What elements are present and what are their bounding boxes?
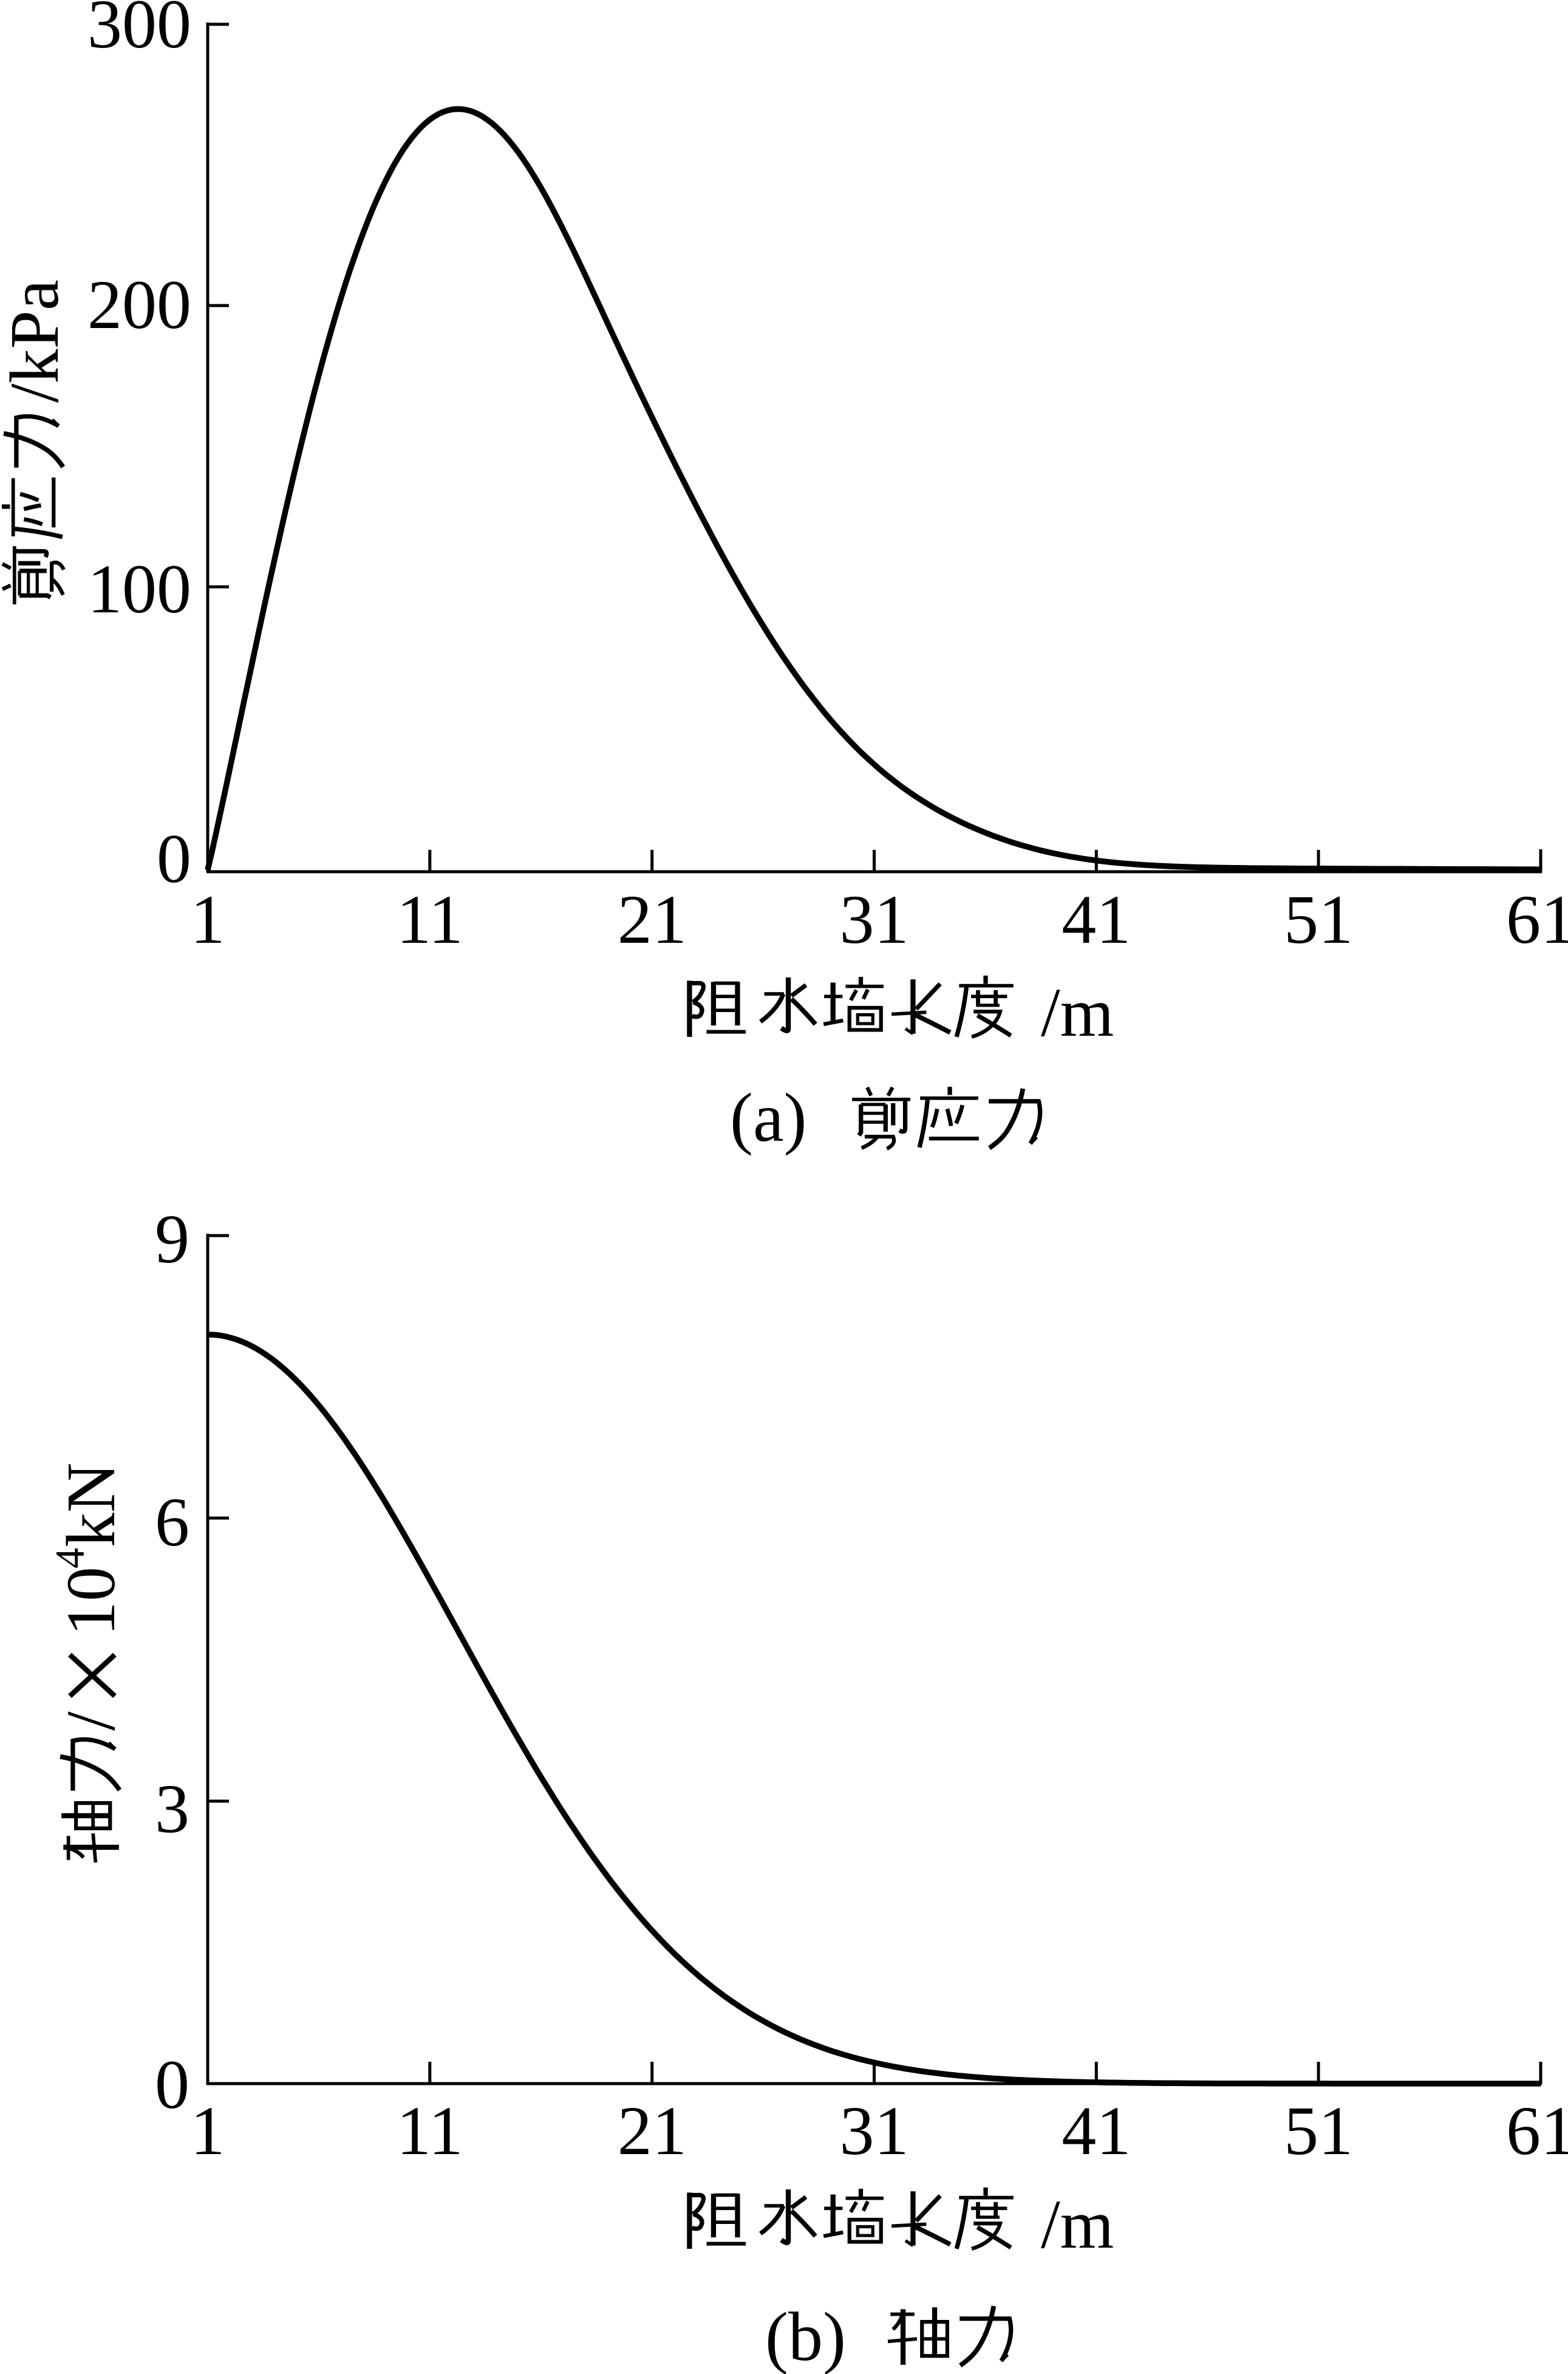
svg-text:(a): (a) (730, 1079, 807, 1156)
svg-text:4: 4 (47, 1548, 93, 1568)
svg-text:1: 1 (191, 881, 225, 958)
svg-text:kN: kN (52, 1463, 129, 1547)
svg-text:41: 41 (1062, 881, 1131, 958)
svg-text:300: 300 (87, 0, 191, 63)
svg-text:21: 21 (618, 2092, 687, 2169)
svg-text:9: 9 (155, 1200, 189, 1278)
svg-text:6: 6 (155, 1483, 189, 1561)
svg-text:3: 3 (155, 1770, 189, 1847)
svg-text:/: / (52, 1711, 129, 1731)
svg-text:0: 0 (155, 2046, 189, 2123)
svg-text:/m: /m (1041, 2186, 1114, 2263)
svg-text:(b): (b) (765, 2298, 846, 2374)
svg-text:51: 51 (1284, 2092, 1353, 2169)
svg-text:61: 61 (1506, 881, 1568, 958)
svg-text:10: 10 (52, 1567, 129, 1636)
svg-text:/m: /m (1041, 974, 1114, 1051)
svg-text:100: 100 (87, 550, 191, 628)
svg-text:/kPa: /kPa (0, 279, 73, 403)
svg-text:11: 11 (397, 881, 463, 958)
svg-text:21: 21 (618, 881, 687, 958)
svg-text:200: 200 (87, 266, 191, 343)
svg-text:11: 11 (397, 2092, 463, 2169)
svg-text:41: 41 (1062, 2092, 1131, 2169)
svg-text:51: 51 (1284, 881, 1353, 958)
svg-text:31: 31 (840, 881, 909, 958)
svg-text:1: 1 (191, 2092, 225, 2169)
svg-text:31: 31 (840, 2092, 909, 2169)
svg-text:0: 0 (157, 820, 191, 897)
svg-text:61: 61 (1506, 2092, 1568, 2169)
